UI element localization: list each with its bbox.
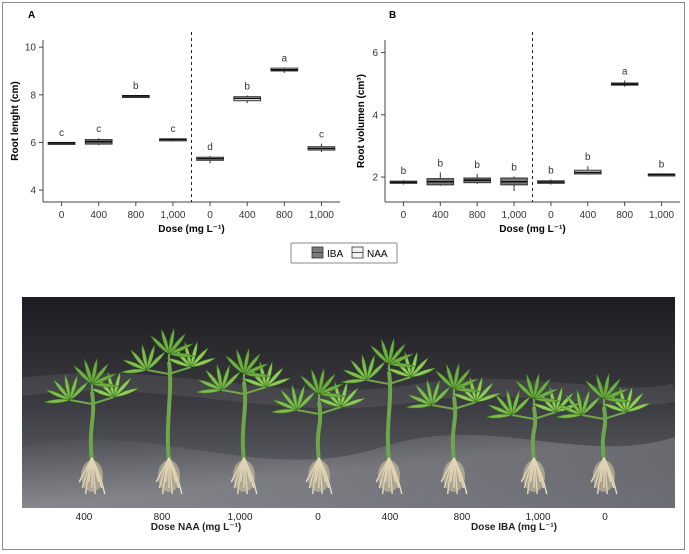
panel-b-box-3: b — [500, 162, 528, 192]
box-significance-letter: b — [548, 166, 554, 177]
plant — [555, 372, 652, 495]
chart-panel-b: B 2 4 6 Root volumen (cm³) 0 400 800 1,000 0 400 80… — [356, 10, 680, 235]
photo-dose-label: 1,000 — [525, 512, 551, 523]
box-significance-letter: b — [511, 162, 517, 173]
panel-a-x-tick-label: 0 — [59, 210, 65, 221]
plant-photo — [22, 297, 675, 508]
box-significance-letter: a — [622, 67, 628, 78]
photo-dose-label: 400 — [381, 512, 399, 523]
photo-dose-label: 400 — [75, 512, 93, 523]
panel-a-y-axis-label: Root lenght (cm) — [10, 81, 21, 160]
photo-axis-naa: Dose NAA (mg L⁻¹) — [150, 522, 242, 533]
panel-b-x-tick-label: 1,000 — [649, 210, 674, 221]
panel-a-x-tick-label: 400 — [90, 210, 107, 221]
photo-axis-iba: Dose IBA (mg L⁻¹) — [470, 522, 558, 533]
panel-a-y-tick-label: 4 — [30, 186, 36, 197]
box-significance-letter: b — [659, 159, 665, 170]
panel-a-x-tick-label: 1,000 — [309, 210, 334, 221]
panel-b-box-7: b — [647, 159, 676, 177]
panel-a-x-tick-label: 0 — [207, 210, 213, 221]
panel-a-x-tick-label: 800 — [127, 210, 144, 221]
panel-a-x-tick-label: 1,000 — [160, 210, 185, 221]
box-significance-letter: b — [474, 160, 480, 171]
panel-a-x-tick-label: 800 — [276, 210, 293, 221]
box-significance-letter: b — [133, 81, 139, 92]
panel-b-x-tick-label: 800 — [616, 210, 633, 221]
photo-dose-label: 0 — [315, 512, 321, 523]
box-significance-letter: d — [207, 142, 213, 153]
box-significance-letter: b — [585, 152, 591, 163]
plant — [120, 327, 217, 495]
panel-b-y-tick-label: 4 — [372, 110, 378, 121]
panel-a-x-tick-label: 400 — [239, 210, 256, 221]
box-significance-letter: a — [282, 53, 288, 64]
panel-b-x-tick-label: 400 — [432, 210, 449, 221]
plant — [405, 362, 502, 495]
panel-b-box-0: b — [389, 166, 418, 185]
panel-a-box-3: c — [159, 124, 187, 142]
panel-a-label: A — [28, 10, 35, 21]
panel-a-box-4: d — [196, 142, 224, 164]
panel-b-x-axis-label: Dose (mg L⁻¹) — [499, 224, 565, 235]
box-significance-letter: c — [59, 128, 64, 139]
box-significance-letter: b — [438, 158, 444, 169]
box-significance-letter: c — [170, 124, 175, 135]
panel-b-x-tick-label: 0 — [401, 210, 407, 221]
panel-b-box-4: b — [537, 166, 565, 185]
box-significance-letter: b — [401, 166, 407, 177]
photo-dose-label: 1,000 — [227, 512, 253, 523]
legend: IBA NAA — [290, 242, 398, 264]
panel-b-y-tick-label: 2 — [372, 173, 378, 184]
panel-b-x-tick-label: 1,000 — [502, 210, 527, 221]
panel-b-y-axis-label: Root volumen (cm³) — [356, 74, 367, 168]
panel-b-label: B — [389, 10, 396, 21]
legend-label-naa: NAA — [367, 249, 388, 260]
plant — [270, 367, 367, 495]
panel-a-y-tick-label: 6 — [30, 138, 36, 149]
panel-a-y-tick-label: 8 — [30, 90, 36, 101]
panel-a-x-axis-label: Dose (mg L⁻¹) — [158, 224, 224, 235]
panel-b-x-tick-label: 800 — [469, 210, 486, 221]
box-significance-letter: b — [244, 82, 250, 93]
panel-b-box-2: b — [463, 160, 491, 184]
plant — [195, 347, 292, 495]
chart-panel-a: A 4 6 8 10 Root lenght (cm) 0 400 800 1,000 0 400 80… — [10, 10, 340, 235]
panel-b-box-5: b — [574, 152, 602, 175]
panel-a-box-2: b — [121, 81, 150, 99]
box-significance-letter: c — [96, 124, 101, 135]
panel-a-y-tick-label: 10 — [25, 43, 37, 54]
box-significance-letter: c — [319, 130, 324, 141]
panel-a-box-0: c — [47, 128, 76, 145]
photo-dose-label: 800 — [153, 512, 171, 523]
plant — [340, 337, 437, 495]
panel-a-box-6: a — [270, 53, 299, 73]
panel-a-box-5: b — [233, 82, 262, 104]
plant-photo-illustration — [22, 297, 675, 508]
panel-b-y-tick-label: 6 — [372, 48, 378, 59]
panel-b-x-tick-label: 0 — [548, 210, 554, 221]
panel-b-x-tick-label: 400 — [579, 210, 596, 221]
photo-dose-label: 800 — [453, 512, 471, 523]
photo-dose-label: 0 — [602, 512, 608, 523]
plant — [43, 357, 140, 495]
legend-label-iba: IBA — [327, 249, 343, 260]
panel-b-box-1: b — [426, 158, 455, 186]
panel-a-box-7: c — [307, 130, 336, 152]
panel-a-box-1: c — [84, 124, 113, 146]
panel-b-box-6: a — [610, 67, 639, 87]
